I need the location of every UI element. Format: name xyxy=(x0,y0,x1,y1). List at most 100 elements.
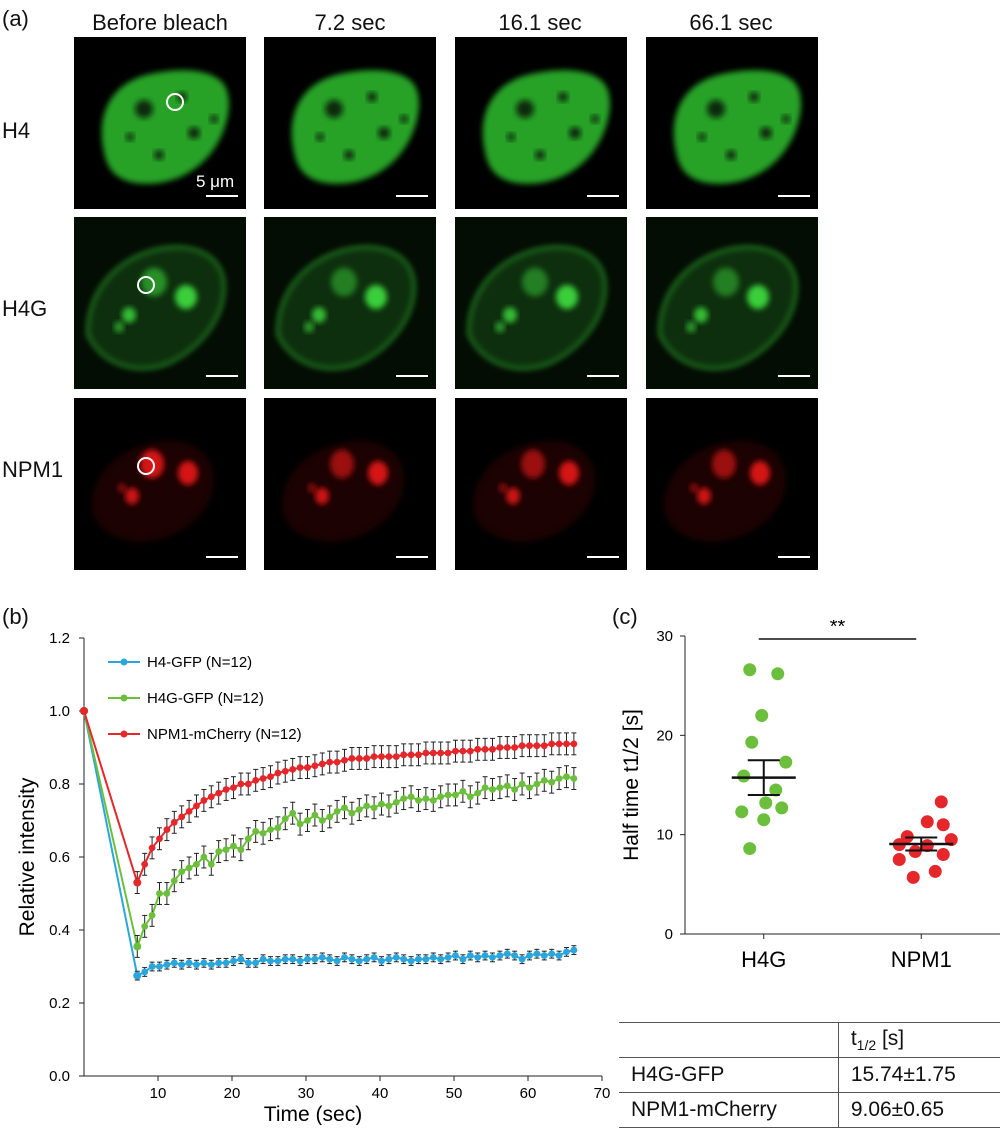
data-point xyxy=(281,815,289,823)
panel-c-letter: (c) xyxy=(612,604,638,629)
y-axis-label: Half time t1/2 [s] xyxy=(620,709,643,861)
data-point xyxy=(200,853,208,861)
nucleolus-bright xyxy=(750,461,770,485)
data-point xyxy=(400,795,408,802)
data-point xyxy=(252,828,260,835)
nucleolus-bright xyxy=(712,449,736,479)
data-point xyxy=(392,753,400,761)
data-point xyxy=(318,953,326,961)
scatter-point xyxy=(892,853,906,866)
nucleolus-dark xyxy=(210,115,218,123)
x-axis-label: Time (sec) xyxy=(264,1103,362,1125)
scatter-point xyxy=(757,813,771,827)
scatter-point xyxy=(735,805,749,819)
y-axis-label: Relative intensity xyxy=(16,777,39,936)
data-point xyxy=(333,957,341,965)
data-point xyxy=(570,775,578,782)
data-point xyxy=(281,767,289,775)
data-point xyxy=(489,953,496,961)
panel-a-letter: (a) xyxy=(2,6,29,31)
data-point xyxy=(355,957,363,965)
microscopy-image xyxy=(455,37,627,209)
nucleolus-dark xyxy=(154,150,164,160)
data-point xyxy=(289,809,297,817)
legend-label: H4-GFP (N=12) xyxy=(147,654,252,671)
scatter-point xyxy=(769,783,783,797)
table-header-cell: t1/2 [s] xyxy=(837,1022,1000,1058)
scatter-point xyxy=(928,864,942,878)
microscopy-image xyxy=(264,398,436,570)
microscopy-svg xyxy=(74,217,246,389)
data-point xyxy=(207,793,215,801)
nucleolus-bright xyxy=(175,284,197,310)
data-point xyxy=(481,745,489,753)
scatter-point xyxy=(936,818,950,832)
data-point xyxy=(311,811,319,819)
data-point xyxy=(415,797,422,804)
microscopy-image xyxy=(455,217,627,389)
data-point xyxy=(193,802,200,810)
data-point xyxy=(429,749,437,757)
data-point xyxy=(400,751,408,759)
nucleolus-dark xyxy=(325,100,343,118)
nucleolus-bright xyxy=(686,321,696,333)
data-point xyxy=(244,780,252,788)
data-point xyxy=(526,742,533,750)
data-point xyxy=(193,860,200,868)
nucleus-shape xyxy=(277,247,414,369)
data-point xyxy=(378,957,385,965)
data-point xyxy=(422,955,430,963)
nucleolus-dark xyxy=(726,150,736,160)
data-point xyxy=(474,789,482,797)
data-point xyxy=(511,786,519,793)
data-point xyxy=(178,961,186,969)
scatter-point xyxy=(775,801,789,815)
scatter-point xyxy=(755,708,769,722)
cytoplasm-haze xyxy=(646,217,818,389)
nucleolus-dark xyxy=(749,92,759,102)
x-tick-label: 60 xyxy=(520,1085,537,1102)
nucleolus-dark xyxy=(188,127,200,139)
data-point xyxy=(385,955,393,963)
bleach-roi-circle xyxy=(137,457,155,475)
data-point xyxy=(296,764,304,771)
data-point xyxy=(318,817,326,824)
nucleolus-dark xyxy=(516,100,534,118)
data-point xyxy=(496,952,504,959)
data-point xyxy=(200,797,208,804)
data-point xyxy=(289,766,297,773)
microscopy-image xyxy=(646,217,818,389)
data-point xyxy=(526,784,533,792)
scatter-point xyxy=(771,667,785,681)
data-point xyxy=(548,950,556,958)
data-point xyxy=(200,959,208,967)
data-point xyxy=(503,950,511,958)
data-point xyxy=(489,745,496,753)
data-point xyxy=(548,740,556,748)
data-point xyxy=(237,846,245,854)
series-2 xyxy=(80,707,578,894)
data-point xyxy=(392,798,400,806)
nucleolus-bright xyxy=(713,267,739,297)
microscopy-image xyxy=(646,398,818,570)
data-point xyxy=(481,784,489,792)
nucleolus-dark xyxy=(378,127,390,139)
table-cell-value: 9.06±0.65 xyxy=(837,1092,1000,1128)
row-label-h4: H4 xyxy=(2,118,31,143)
cytoplasm-haze xyxy=(264,217,436,389)
data-point xyxy=(178,868,186,875)
scatter-point xyxy=(745,735,759,749)
nucleolus-bright xyxy=(694,307,708,323)
data-point xyxy=(459,955,467,963)
data-point xyxy=(570,946,578,954)
nucleolus-bright xyxy=(556,284,578,310)
data-point xyxy=(230,957,237,965)
legend-marker xyxy=(120,658,128,666)
microscopy-image xyxy=(264,217,436,389)
data-point xyxy=(466,747,474,755)
x-tick-label: 70 xyxy=(594,1085,610,1102)
data-point xyxy=(156,890,163,897)
y-tick-label: 0 xyxy=(665,926,673,943)
data-point xyxy=(378,800,385,808)
nucleolus-dark xyxy=(698,133,706,141)
